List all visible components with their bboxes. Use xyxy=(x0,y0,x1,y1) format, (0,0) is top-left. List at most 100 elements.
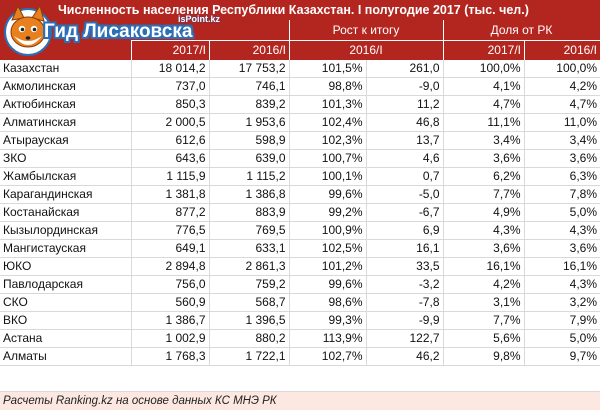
header-divider xyxy=(131,40,132,60)
cell-v2016: 598,9 xyxy=(208,131,289,150)
cell-sh2016: 7,9% xyxy=(523,311,600,330)
cell-v2017: 612,6 xyxy=(130,131,209,150)
cell-sh2017: 4,9% xyxy=(442,203,524,222)
cell-diff: 0,7 xyxy=(365,167,443,186)
source-note: Расчеты Ranking.kz на основе данных КС М… xyxy=(0,391,600,410)
region-name: ВКО xyxy=(0,311,131,330)
cell-v2016: 1 953,6 xyxy=(208,113,289,132)
cell-v2016: 1 115,2 xyxy=(208,167,289,186)
table-row: Мангистауская 649,1 633,1 102,5% 16,1 3,6% 3,6… xyxy=(0,239,600,258)
cell-sh2016: 7,8% xyxy=(523,185,600,204)
region-name: СКО xyxy=(0,293,131,312)
cell-sh2016: 16,1% xyxy=(523,257,600,276)
cell-sh2017: 100,0% xyxy=(442,60,524,78)
cell-diff: 4,6 xyxy=(365,149,443,168)
cell-v2017: 850,3 xyxy=(130,95,209,114)
cell-diff: 46,8 xyxy=(365,113,443,132)
cell-v2017: 2 000,5 xyxy=(130,113,209,132)
cell-pct: 99,6% xyxy=(288,185,366,204)
cell-v2017: 776,5 xyxy=(130,221,209,240)
table-row: Казахстан 18 014,2 17 753,2 101,5% 261,0 100,… xyxy=(0,60,600,78)
cell-sh2016: 3,4% xyxy=(523,131,600,150)
share-group-header: Доля от РК xyxy=(443,21,600,39)
cell-sh2017: 9,8% xyxy=(442,347,524,366)
cell-pct: 102,7% xyxy=(288,347,366,366)
region-name: Акмолинская xyxy=(0,77,131,96)
cell-pct: 101,2% xyxy=(288,257,366,276)
cell-v2016: 839,2 xyxy=(208,95,289,114)
cell-diff: 13,7 xyxy=(365,131,443,150)
cell-diff: 33,5 xyxy=(365,257,443,276)
cell-pct: 102,5% xyxy=(288,239,366,258)
cell-v2016: 883,9 xyxy=(208,203,289,222)
cell-diff: 46,2 xyxy=(365,347,443,366)
cell-sh2017: 3,4% xyxy=(442,131,524,150)
table-row: Карагандинская 1 381,8 1 386,8 99,6% -5,0 7,7… xyxy=(0,185,600,204)
fox-mascot-icon xyxy=(4,4,52,56)
table-row: ЮКО 2 894,8 2 861,3 101,2% 33,5 16,1% 16,1% xyxy=(0,257,600,276)
cell-v2017: 737,0 xyxy=(130,77,209,96)
region-name: Карагандинская xyxy=(0,185,131,204)
cell-pct: 102,4% xyxy=(288,113,366,132)
population-table: Казахстан 18 014,2 17 753,2 101,5% 261,0 100,… xyxy=(0,60,600,366)
logo-site-name: Гид Лисаковска xyxy=(44,21,193,42)
logo-domain: isPoint.kz xyxy=(178,14,221,24)
cell-sh2017: 4,7% xyxy=(442,95,524,114)
cell-v2016: 1 722,1 xyxy=(208,347,289,366)
cell-v2017: 649,1 xyxy=(130,239,209,258)
table-row: ВКО 1 386,7 1 396,5 99,3% -9,9 7,7% 7,9% xyxy=(0,311,600,330)
region-name: ЗКО xyxy=(0,149,131,168)
region-name: Мангистауская xyxy=(0,239,131,258)
region-name: Павлодарская xyxy=(0,275,131,294)
cell-sh2016: 6,3% xyxy=(523,167,600,186)
cell-v2017: 877,2 xyxy=(130,203,209,222)
cell-v2017: 1 386,7 xyxy=(130,311,209,330)
cell-pct: 100,1% xyxy=(288,167,366,186)
cell-diff: 16,1 xyxy=(365,239,443,258)
page-title: Численность населения Республики Казахст… xyxy=(0,0,600,20)
cell-v2016: 746,1 xyxy=(208,77,289,96)
cell-diff: 6,9 xyxy=(365,221,443,240)
table-row: Кызылординская 776,5 769,5 100,9% 6,9 4,3% 4,3… xyxy=(0,221,600,240)
cell-sh2016: 3,6% xyxy=(523,239,600,258)
cell-diff: -7,8 xyxy=(365,293,443,312)
cell-v2016: 759,2 xyxy=(208,275,289,294)
cell-pct: 102,3% xyxy=(288,131,366,150)
region-name: Кызылординская xyxy=(0,221,131,240)
cell-pct: 113,9% xyxy=(288,329,366,348)
table-row: Акмолинская 737,0 746,1 98,8% -9,0 4,1% 4,2% xyxy=(0,77,600,96)
header-divider xyxy=(131,40,289,41)
cell-v2017: 1 002,9 xyxy=(130,329,209,348)
cell-v2016: 1 396,5 xyxy=(208,311,289,330)
cell-v2016: 880,2 xyxy=(208,329,289,348)
region-name: Атырауская xyxy=(0,131,131,150)
share-2017-header: 2017/I xyxy=(443,41,524,59)
cell-v2017: 18 014,2 xyxy=(130,60,209,78)
cell-diff: 261,0 xyxy=(365,60,443,78)
region-name: Казахстан xyxy=(0,60,131,78)
cell-v2017: 756,0 xyxy=(130,275,209,294)
region-name: Алматинская xyxy=(0,113,131,132)
cell-v2017: 560,9 xyxy=(130,293,209,312)
cell-sh2016: 4,3% xyxy=(523,275,600,294)
cell-pct: 100,9% xyxy=(288,221,366,240)
cell-sh2017: 16,1% xyxy=(442,257,524,276)
col-2017-header: 2017/I xyxy=(131,41,209,59)
cell-sh2017: 5,6% xyxy=(442,329,524,348)
cell-v2017: 1 115,9 xyxy=(130,167,209,186)
table-body: Казахстан 18 014,2 17 753,2 101,5% 261,0 100,… xyxy=(0,60,600,366)
cell-sh2016: 4,2% xyxy=(523,77,600,96)
cell-sh2017: 3,6% xyxy=(442,149,524,168)
cell-pct: 99,2% xyxy=(288,203,366,222)
col-2017-label: 2017/I xyxy=(172,43,206,57)
cell-pct: 101,3% xyxy=(288,95,366,114)
growth-group-label: Рост к итогу xyxy=(332,23,400,37)
cell-sh2016: 100,0% xyxy=(523,60,600,78)
cell-v2016: 639,0 xyxy=(208,149,289,168)
cell-pct: 98,8% xyxy=(288,77,366,96)
cell-diff: 122,7 xyxy=(365,329,443,348)
cell-v2017: 2 894,8 xyxy=(130,257,209,276)
site-logo[interactable]: isPoint.kz Гид Лисаковска xyxy=(0,0,232,60)
region-name: Жамбылская xyxy=(0,167,131,186)
table-row: ЗКО 643,6 639,0 100,7% 4,6 3,6% 3,6% xyxy=(0,149,600,168)
